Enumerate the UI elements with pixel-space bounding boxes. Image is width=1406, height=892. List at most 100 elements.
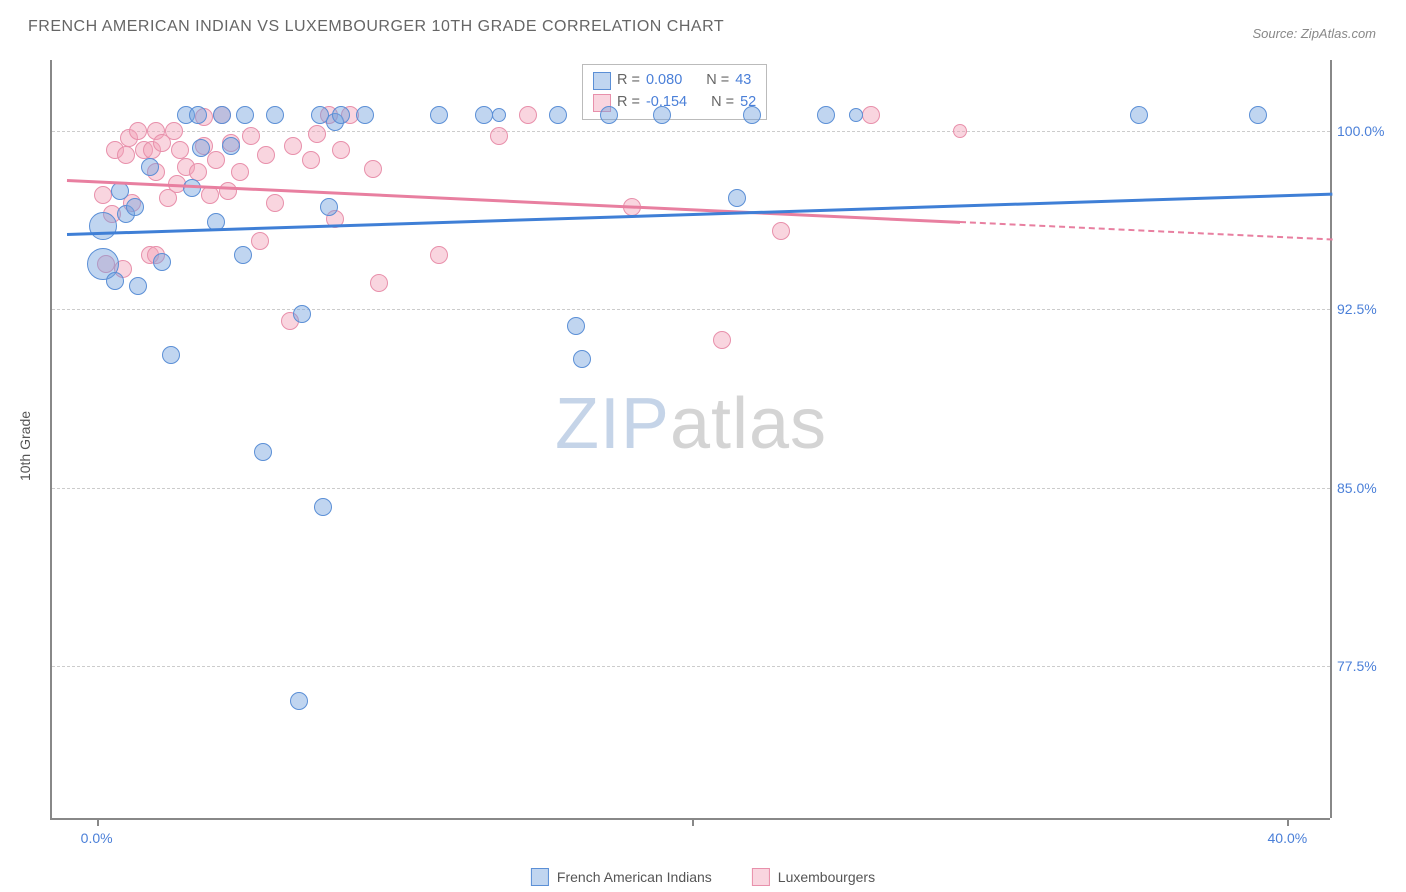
data-point bbox=[231, 163, 249, 181]
legend-item-blue: French American Indians bbox=[531, 868, 712, 886]
legend-label: Luxembourgers bbox=[778, 869, 875, 885]
data-point bbox=[849, 108, 863, 122]
n-value: 43 bbox=[735, 70, 751, 92]
data-point bbox=[257, 146, 275, 164]
x-tick-label: 40.0% bbox=[1267, 830, 1307, 846]
data-point bbox=[106, 272, 124, 290]
data-point bbox=[573, 350, 591, 368]
data-point bbox=[293, 305, 311, 323]
data-point bbox=[153, 253, 171, 271]
data-point bbox=[189, 106, 207, 124]
data-point bbox=[713, 331, 731, 349]
swatch-pink-icon bbox=[752, 868, 770, 886]
data-point bbox=[1130, 106, 1148, 124]
swatch-blue-icon bbox=[593, 72, 611, 90]
data-point bbox=[254, 443, 272, 461]
data-point bbox=[364, 160, 382, 178]
data-point bbox=[141, 158, 159, 176]
data-point bbox=[242, 127, 260, 145]
data-point bbox=[129, 277, 147, 295]
chart-title: FRENCH AMERICAN INDIAN VS LUXEMBOURGER 1… bbox=[28, 18, 724, 36]
x-tick-mark bbox=[1287, 818, 1289, 826]
swatch-blue-icon bbox=[531, 868, 549, 886]
data-point bbox=[743, 106, 761, 124]
x-tick-mark bbox=[97, 818, 99, 826]
gridline bbox=[52, 309, 1330, 310]
data-point bbox=[332, 106, 350, 124]
y-tick-label: 85.0% bbox=[1337, 480, 1392, 496]
data-point bbox=[219, 182, 237, 200]
r-label: R = bbox=[617, 92, 640, 114]
legend-item-pink: Luxembourgers bbox=[752, 868, 875, 886]
data-point bbox=[490, 127, 508, 145]
data-point bbox=[356, 106, 374, 124]
watermark: ZIPatlas bbox=[555, 383, 827, 465]
data-point bbox=[165, 122, 183, 140]
data-point bbox=[94, 186, 112, 204]
data-point bbox=[290, 692, 308, 710]
data-point bbox=[234, 246, 252, 264]
data-point bbox=[201, 186, 219, 204]
data-point bbox=[236, 106, 254, 124]
stats-row-pink: R = -0.154 N = 52 bbox=[593, 92, 756, 114]
x-tick-mark bbox=[692, 818, 694, 826]
data-point bbox=[430, 246, 448, 264]
n-label: N = bbox=[706, 70, 729, 92]
data-point bbox=[183, 179, 201, 197]
data-point bbox=[266, 106, 284, 124]
legend: French American Indians Luxembourgers bbox=[531, 868, 875, 886]
stats-row-blue: R = 0.080 N = 43 bbox=[593, 70, 756, 92]
data-point bbox=[314, 498, 332, 516]
n-label: N = bbox=[711, 92, 734, 114]
gridline bbox=[52, 666, 1330, 667]
y-tick-label: 92.5% bbox=[1337, 301, 1392, 317]
data-point bbox=[600, 106, 618, 124]
data-point bbox=[817, 106, 835, 124]
watermark-atlas: atlas bbox=[670, 384, 827, 464]
data-point bbox=[129, 122, 147, 140]
data-point bbox=[171, 141, 189, 159]
data-point bbox=[519, 106, 537, 124]
data-point bbox=[192, 139, 210, 157]
legend-label: French American Indians bbox=[557, 869, 712, 885]
data-point bbox=[126, 198, 144, 216]
r-value: 0.080 bbox=[646, 70, 682, 92]
data-point bbox=[370, 274, 388, 292]
data-point bbox=[302, 151, 320, 169]
data-point bbox=[162, 346, 180, 364]
y-axis-label: 10th Grade bbox=[17, 411, 33, 481]
data-point bbox=[653, 106, 671, 124]
data-point bbox=[213, 106, 231, 124]
data-point bbox=[251, 232, 269, 250]
data-point bbox=[332, 141, 350, 159]
y-tick-label: 77.5% bbox=[1337, 658, 1392, 674]
gridline bbox=[52, 488, 1330, 489]
source-label: Source: ZipAtlas.com bbox=[1252, 26, 1376, 41]
data-point bbox=[320, 198, 338, 216]
data-point bbox=[207, 151, 225, 169]
data-point bbox=[1249, 106, 1267, 124]
data-point bbox=[475, 106, 493, 124]
data-point bbox=[772, 222, 790, 240]
trend-line bbox=[960, 221, 1332, 241]
trend-line bbox=[67, 179, 960, 223]
plot-area: ZIPatlas R = 0.080 N = 43 R = -0.154 N =… bbox=[50, 60, 1330, 820]
data-point bbox=[492, 108, 506, 122]
data-point bbox=[308, 125, 326, 143]
y-tick-label: 100.0% bbox=[1337, 123, 1392, 139]
data-point bbox=[222, 137, 240, 155]
data-point bbox=[284, 137, 302, 155]
x-tick-label: 0.0% bbox=[81, 830, 113, 846]
data-point bbox=[189, 163, 207, 181]
watermark-zip: ZIP bbox=[555, 384, 670, 464]
data-point bbox=[862, 106, 880, 124]
data-point bbox=[266, 194, 284, 212]
data-point bbox=[567, 317, 585, 335]
data-point bbox=[549, 106, 567, 124]
data-point bbox=[953, 124, 967, 138]
data-point bbox=[728, 189, 746, 207]
data-point bbox=[89, 212, 117, 240]
data-point bbox=[430, 106, 448, 124]
r-label: R = bbox=[617, 70, 640, 92]
data-point bbox=[117, 146, 135, 164]
